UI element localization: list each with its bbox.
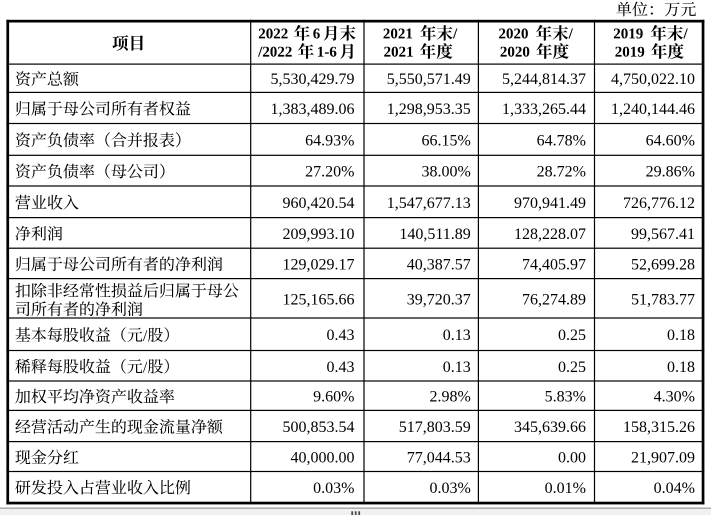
svg-text:66.15%: 66.15% — [421, 132, 470, 149]
svg-text:0.04%: 0.04% — [654, 480, 695, 497]
svg-text:960,420.54: 960,420.54 — [283, 195, 355, 212]
svg-text:0.13: 0.13 — [443, 359, 471, 376]
svg-text:0.13: 0.13 — [443, 327, 471, 344]
svg-text:0.43: 0.43 — [327, 327, 355, 344]
svg-text:99,567.41: 99,567.41 — [631, 226, 695, 243]
svg-text:1,333,265.44: 1,333,265.44 — [502, 101, 586, 118]
svg-text:158,315.26: 158,315.26 — [623, 419, 695, 436]
svg-text:0.03%: 0.03% — [313, 480, 354, 497]
svg-text:5,550,571.49: 5,550,571.49 — [387, 71, 471, 88]
svg-text:38.00%: 38.00% — [421, 164, 470, 181]
svg-text:128,228.07: 128,228.07 — [514, 226, 586, 243]
svg-text:4,750,022.10: 4,750,022.10 — [611, 71, 695, 88]
svg-text:125,165.66: 125,165.66 — [283, 291, 355, 308]
svg-text:0.01%: 0.01% — [545, 480, 586, 497]
svg-text:0.25: 0.25 — [558, 359, 586, 376]
svg-text:40,387.57: 40,387.57 — [407, 256, 471, 273]
svg-text:64.78%: 64.78% — [537, 132, 586, 149]
svg-text:29.86%: 29.86% — [646, 164, 695, 181]
svg-text:345,639.66: 345,639.66 — [514, 419, 586, 436]
svg-text:74,405.97: 74,405.97 — [522, 256, 586, 273]
svg-text:2.98%: 2.98% — [429, 389, 470, 406]
svg-text:1,240,144.46: 1,240,144.46 — [611, 101, 695, 118]
svg-text:517,803.59: 517,803.59 — [399, 419, 471, 436]
svg-text:129,029.17: 129,029.17 — [283, 256, 355, 273]
svg-text:726,776.12: 726,776.12 — [623, 195, 695, 212]
svg-text:5,530,429.79: 5,530,429.79 — [271, 71, 355, 88]
svg-text:4.30%: 4.30% — [654, 389, 695, 406]
svg-text:1,383,489.06: 1,383,489.06 — [271, 101, 355, 118]
svg-text:5.83%: 5.83% — [545, 389, 586, 406]
svg-text:52,699.28: 52,699.28 — [631, 256, 695, 273]
svg-text:28.72%: 28.72% — [537, 164, 586, 181]
svg-text:5,244,814.37: 5,244,814.37 — [502, 71, 586, 88]
svg-text:1,547,677.13: 1,547,677.13 — [387, 195, 471, 212]
svg-text:40,000.00: 40,000.00 — [291, 450, 355, 467]
svg-text:27.20%: 27.20% — [305, 164, 354, 181]
svg-text:39,720.37: 39,720.37 — [407, 291, 471, 308]
svg-text:76,274.89: 76,274.89 — [522, 291, 586, 308]
svg-text:140,511.89: 140,511.89 — [399, 226, 470, 243]
svg-text:500,853.54: 500,853.54 — [283, 419, 355, 436]
svg-text:970,941.49: 970,941.49 — [514, 195, 586, 212]
svg-text:51,783.77: 51,783.77 — [631, 291, 695, 308]
svg-text:21,907.09: 21,907.09 — [631, 450, 695, 467]
svg-text:64.60%: 64.60% — [646, 132, 695, 149]
svg-text:0.18: 0.18 — [667, 359, 695, 376]
svg-text:0.00: 0.00 — [558, 450, 586, 467]
svg-text:77,044.53: 77,044.53 — [407, 450, 471, 467]
svg-text:0.03%: 0.03% — [429, 480, 470, 497]
svg-text:9.60%: 9.60% — [313, 389, 354, 406]
svg-text:1,298,953.35: 1,298,953.35 — [387, 101, 471, 118]
svg-text:0.18: 0.18 — [667, 327, 695, 344]
svg-text:64.93%: 64.93% — [305, 132, 354, 149]
svg-text:209,993.10: 209,993.10 — [283, 226, 355, 243]
svg-text:0.43: 0.43 — [327, 359, 355, 376]
svg-text:0.25: 0.25 — [558, 327, 586, 344]
